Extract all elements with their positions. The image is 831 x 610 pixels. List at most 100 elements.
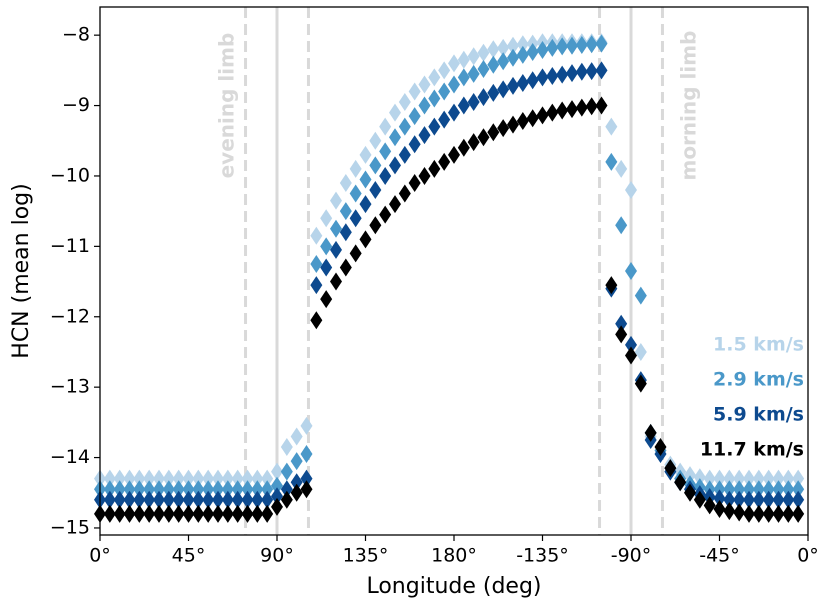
diamond-marker (546, 38, 559, 57)
diamond-marker (438, 82, 451, 101)
diamond-marker (202, 490, 215, 509)
diamond-marker (457, 96, 470, 115)
diamond-marker (428, 68, 441, 87)
diamond-marker (418, 166, 431, 185)
diamond-marker (153, 469, 165, 488)
diamond-marker (369, 181, 382, 200)
diamond-marker (339, 202, 352, 221)
diamond-marker (280, 438, 293, 456)
diamond-marker (398, 117, 411, 136)
diamond-marker (310, 254, 323, 273)
diamond-marker (743, 504, 755, 523)
y-tick-label: −12 (50, 305, 90, 327)
diamond-marker (526, 71, 539, 90)
diamond-marker (192, 480, 205, 499)
diamond-marker (418, 96, 431, 115)
diamond-marker (408, 135, 421, 154)
legend-entry: 2.9 km/s (713, 369, 804, 391)
diamond-marker (349, 184, 362, 203)
diamond-marker (251, 469, 264, 488)
diamond-marker (221, 480, 234, 499)
diamond-marker (438, 61, 451, 80)
diamond-marker (546, 66, 559, 85)
diamond-marker (162, 469, 175, 488)
diamond-marker (713, 469, 726, 488)
diamond-marker (428, 159, 441, 178)
diamond-marker (359, 145, 372, 164)
diamond-marker (575, 62, 588, 81)
diamond-marker (625, 346, 637, 365)
diamond-marker (280, 490, 293, 509)
diamond-marker (467, 64, 480, 83)
diamond-marker (320, 237, 333, 256)
diamond-marker (143, 490, 156, 509)
annotation: evening limb (214, 33, 238, 179)
diamond-marker (182, 490, 195, 509)
y-tick-label: −9 (62, 94, 90, 116)
diamond-marker (654, 438, 667, 456)
diamond-marker (330, 191, 342, 210)
diamond-marker (241, 490, 254, 509)
diamond-marker (713, 480, 726, 499)
diamond-marker (713, 489, 726, 508)
diamond-marker (605, 152, 618, 171)
diamond-marker (674, 473, 687, 492)
diamond-marker (280, 462, 293, 481)
diamond-marker (261, 480, 274, 499)
diamond-marker (634, 374, 647, 393)
diamond-marker (231, 490, 244, 509)
diamond-marker (684, 483, 696, 502)
diamond-marker (162, 504, 175, 523)
diamond-marker (497, 52, 510, 71)
x-tick-label: 0° (89, 545, 111, 567)
x-tick-label: -45° (699, 545, 740, 567)
diamond-marker (684, 466, 696, 485)
diamond-marker (536, 106, 549, 125)
diamond-marker (752, 480, 765, 499)
diamond-marker (566, 100, 578, 119)
diamond-marker (713, 499, 726, 518)
diamond-marker (271, 487, 283, 506)
diamond-marker (379, 117, 392, 136)
diamond-marker (202, 504, 215, 523)
diamond-marker (143, 480, 156, 499)
diamond-marker (320, 290, 333, 309)
diamond-marker (359, 195, 372, 214)
diamond-marker (448, 103, 460, 122)
diamond-marker (526, 109, 539, 128)
diamond-marker (389, 103, 401, 122)
diamond-marker (625, 262, 637, 280)
diamond-marker (448, 54, 460, 73)
diamond-marker (143, 504, 156, 523)
diamond-marker (772, 469, 785, 488)
diamond-marker (113, 504, 126, 523)
diamond-marker (290, 427, 303, 446)
diamond-marker (723, 469, 736, 488)
diamond-marker (762, 504, 775, 523)
diamond-marker (231, 469, 244, 488)
diamond-marker (487, 123, 500, 142)
legend-entry: 11.7 km/s (700, 439, 804, 461)
diamond-marker (113, 469, 126, 488)
diamond-marker (782, 490, 795, 509)
diamond-marker (143, 469, 156, 488)
y-tick-label: −14 (50, 446, 90, 468)
diamond-marker (428, 117, 441, 136)
diamond-marker (202, 469, 215, 488)
diamond-marker (389, 128, 401, 147)
diamond-marker (379, 205, 392, 224)
diamond-marker (566, 36, 578, 55)
diamond-marker (310, 276, 323, 295)
diamond-marker (743, 480, 755, 499)
diamond-marker (752, 504, 765, 523)
diamond-marker (497, 80, 510, 99)
diamond-marker (153, 490, 165, 509)
diamond-marker (772, 490, 785, 509)
diamond-marker (585, 35, 598, 54)
diamond-marker (349, 209, 362, 228)
diamond-marker (330, 219, 342, 238)
diamond-marker (212, 490, 224, 509)
diamond-marker (762, 469, 775, 488)
diamond-marker (231, 504, 244, 523)
diamond-marker (330, 272, 342, 291)
